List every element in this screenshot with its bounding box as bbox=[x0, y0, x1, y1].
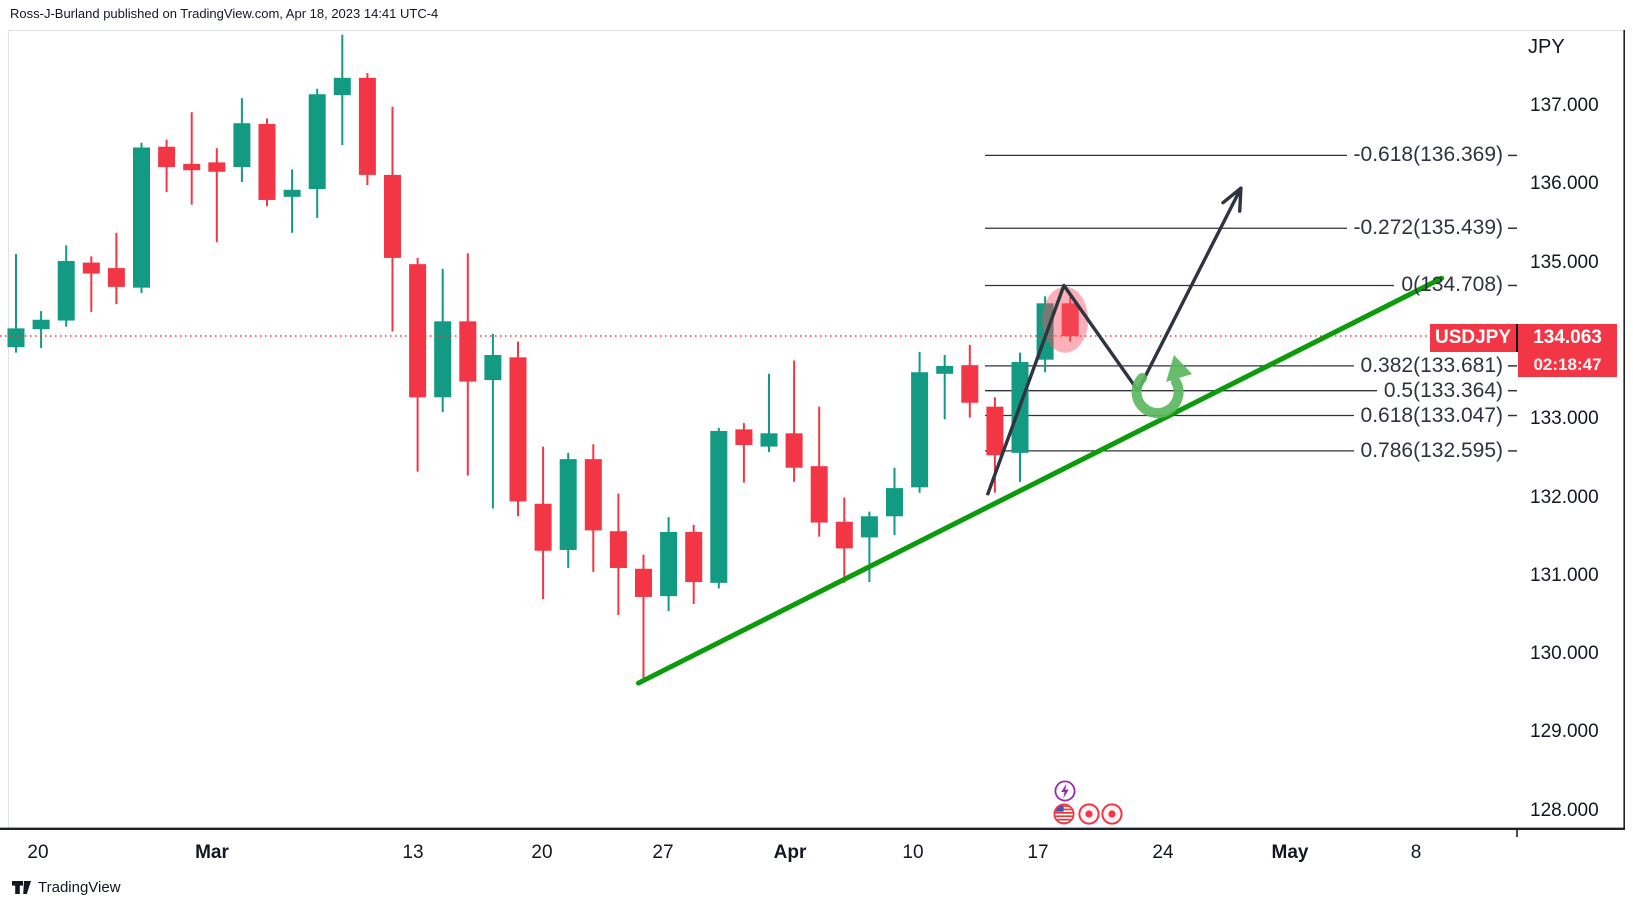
time-axis-tick: 13 bbox=[402, 842, 424, 863]
price-axis-tick: 129.000 bbox=[1530, 721, 1599, 743]
candle-body bbox=[158, 146, 176, 168]
candle-body bbox=[233, 123, 251, 168]
projected-path-arrow[interactable] bbox=[985, 186, 1243, 496]
candle-body bbox=[835, 521, 853, 549]
candle-body bbox=[559, 459, 577, 550]
time-axis-tick: 17 bbox=[1027, 842, 1049, 863]
candle-body bbox=[57, 261, 75, 321]
highlight-ellipse[interactable] bbox=[1042, 286, 1089, 353]
fib-level-label[interactable]: 0.382(133.681) bbox=[1360, 353, 1503, 377]
time-axis-tick: 24 bbox=[1152, 842, 1174, 863]
projection-arrowhead bbox=[1238, 186, 1243, 213]
candle-body bbox=[509, 357, 527, 502]
price-tag-divider bbox=[1516, 324, 1518, 352]
time-axis-tick: 20 bbox=[27, 842, 49, 863]
price-axis-tick: 128.000 bbox=[1530, 799, 1599, 821]
projection-zigzag bbox=[985, 187, 1243, 496]
candle-body bbox=[283, 189, 301, 197]
time-axis-tick: 20 bbox=[531, 842, 553, 863]
candle-body bbox=[434, 321, 452, 398]
trendline-segment bbox=[635, 275, 1445, 686]
price-axis-tick: 136.000 bbox=[1530, 173, 1599, 195]
price-axis-tick: 135.000 bbox=[1530, 251, 1599, 273]
candle-body bbox=[710, 430, 728, 583]
candle-body bbox=[358, 77, 376, 175]
candle-body bbox=[685, 531, 703, 583]
event-lightning-icon[interactable] bbox=[1054, 780, 1076, 802]
candle-body bbox=[660, 531, 678, 597]
candle-body bbox=[785, 433, 803, 468]
candle-body bbox=[459, 321, 477, 382]
candle-body bbox=[183, 163, 201, 171]
fib-level-label[interactable]: -0.618(136.369) bbox=[1353, 143, 1503, 167]
fib-retracement-lines[interactable] bbox=[985, 154, 1517, 452]
candle-body bbox=[133, 147, 150, 288]
candle-body bbox=[1061, 303, 1079, 337]
candle-body bbox=[635, 568, 652, 597]
candle-body bbox=[208, 162, 226, 172]
ascending-trendline[interactable] bbox=[635, 275, 1445, 686]
candle-body bbox=[886, 488, 903, 517]
time-axis-tick: May bbox=[1271, 842, 1309, 863]
bar-countdown-timer: 02:18:47 bbox=[1518, 352, 1617, 377]
price-axis-tick: 131.000 bbox=[1530, 564, 1599, 586]
fib-level-label[interactable]: 0.786(132.595) bbox=[1360, 438, 1503, 462]
price-axis-tick: 130.000 bbox=[1530, 643, 1599, 665]
fib-level-label[interactable]: 0.5(133.364) bbox=[1383, 378, 1503, 402]
event-red-dot-icon[interactable] bbox=[1101, 803, 1123, 825]
fib-level-label[interactable]: 0.618(133.047) bbox=[1360, 403, 1503, 427]
time-axis-tick: Mar bbox=[195, 842, 229, 863]
curved-up-arrow[interactable] bbox=[1131, 355, 1192, 419]
last-price-value: 134.063 bbox=[1518, 324, 1617, 352]
candle-body bbox=[961, 365, 979, 403]
curved-arrow-head bbox=[1166, 355, 1192, 382]
candle-body bbox=[32, 319, 50, 330]
tradingview-watermark[interactable]: TradingView bbox=[12, 878, 121, 897]
price-axis-currency-label: JPY bbox=[1528, 36, 1565, 58]
fib-level-label[interactable]: 0(134.708) bbox=[1401, 273, 1503, 297]
candle-body bbox=[735, 429, 753, 446]
price-axis-tick: 132.000 bbox=[1530, 486, 1599, 508]
symbol-price-tag[interactable]: USDJPY 134.063 bbox=[1430, 324, 1617, 352]
candle-body bbox=[936, 365, 954, 374]
candle-body bbox=[760, 433, 778, 447]
tradingview-watermark-text: TradingView bbox=[38, 879, 121, 896]
fib-level-label[interactable]: -0.272(135.439) bbox=[1353, 216, 1503, 240]
event-red-dot-icon[interactable] bbox=[1078, 803, 1100, 825]
candle-body bbox=[860, 516, 878, 538]
candle-body bbox=[82, 262, 100, 274]
event-us-flag-icon[interactable] bbox=[1053, 803, 1075, 825]
tradingview-logo-icon bbox=[12, 881, 31, 894]
highlight-ellipse-shape bbox=[1042, 286, 1089, 353]
candlestick-series bbox=[7, 34, 1079, 683]
curved-arrow-body bbox=[1131, 373, 1184, 419]
candle-body bbox=[384, 174, 401, 258]
candle-body bbox=[333, 77, 351, 96]
time-axis-tick: Apr bbox=[773, 842, 807, 863]
candle-body bbox=[911, 372, 929, 488]
projection-arrowhead bbox=[1221, 186, 1243, 205]
attribution-text: Ross-J-Burland published on TradingView.… bbox=[10, 6, 439, 21]
price-axis-tick: 133.000 bbox=[1530, 408, 1599, 430]
candle-body bbox=[107, 268, 125, 287]
candle-body bbox=[584, 459, 602, 531]
candle-body bbox=[484, 354, 502, 381]
candle-body bbox=[534, 503, 552, 551]
symbol-label: USDJPY bbox=[1430, 324, 1516, 352]
time-axis-tick: 10 bbox=[902, 842, 924, 863]
price-axis-tick: 137.000 bbox=[1530, 95, 1599, 116]
candle-body bbox=[609, 531, 627, 568]
candle-body bbox=[409, 264, 427, 398]
time-axis-tick: 8 bbox=[1410, 842, 1422, 863]
candle-body bbox=[258, 124, 276, 200]
candle-body bbox=[986, 406, 1004, 456]
candle-body bbox=[308, 94, 326, 189]
candle-body bbox=[810, 466, 828, 523]
time-axis-tick: 27 bbox=[652, 842, 674, 863]
candle-body bbox=[7, 328, 25, 348]
